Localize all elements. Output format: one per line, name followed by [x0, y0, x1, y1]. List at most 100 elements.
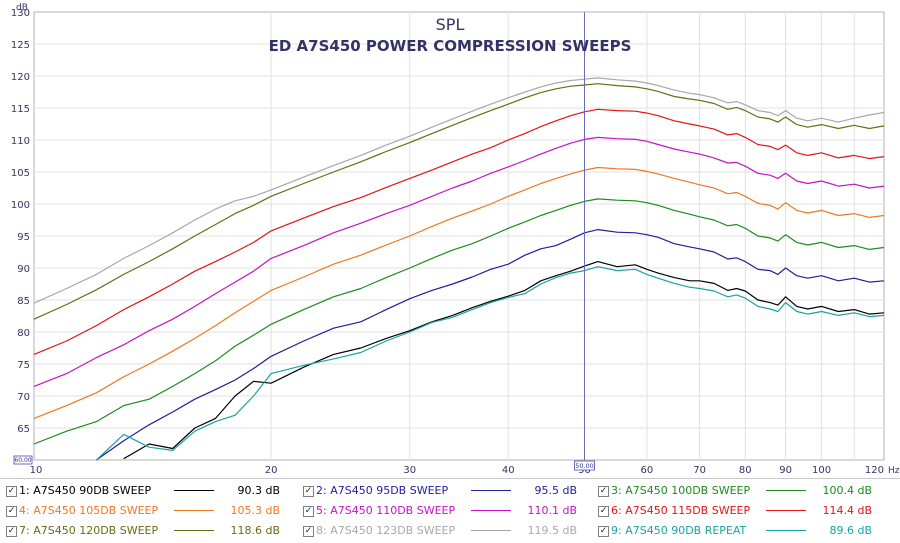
legend-item-7[interactable]: ✓ 7: A7S450 120DB SWEEP 118.6 dB [6, 521, 296, 541]
legend-series-name: A7S450 105DB SWEEP [33, 504, 159, 517]
y-tick-label: 95 [17, 232, 30, 243]
y-tick-label: 65 [17, 424, 30, 435]
legend-checkbox-9[interactable]: ✓ [598, 526, 609, 537]
y-tick-label: 125 [11, 40, 30, 51]
y-tick-label: 75 [17, 360, 30, 371]
legend-separator: : [26, 504, 34, 517]
legend-separator: : [26, 484, 34, 497]
series-line-7 [33, 83, 885, 320]
y-axis-unit-label: dB [16, 3, 28, 13]
legend-swatch [174, 510, 214, 511]
legend-checkbox-2[interactable]: ✓ [303, 486, 314, 497]
legend-name: 3: A7S450 100DB SWEEP [611, 481, 750, 501]
legend-value: 119.5 dB [527, 524, 577, 537]
legend-checkbox-7[interactable]: ✓ [6, 526, 17, 537]
x-axis-unit-label: Hz [888, 466, 900, 476]
legend-checkbox-5[interactable]: ✓ [303, 506, 314, 517]
x-tick-label: 40 [502, 465, 515, 476]
legend-checkbox-4[interactable]: ✓ [6, 506, 17, 517]
legend-separator: : [323, 504, 331, 517]
legend-index: 6 [611, 504, 618, 517]
legend-swatch [471, 530, 511, 531]
legend-name: 2: A7S450 95DB SWEEP [316, 481, 448, 501]
legend-item-3[interactable]: ✓ 3: A7S450 100DB SWEEP 100.4 dB [598, 481, 888, 501]
legend-value: 100.4 dB [822, 484, 872, 497]
y-tick-label: 105 [11, 168, 30, 179]
legend-series-name: A7S450 100DB SWEEP [625, 484, 751, 497]
legend-series-name: A7S450 120DB SWEEP [33, 524, 159, 537]
legend-separator: : [323, 484, 331, 497]
series-line-6 [33, 108, 885, 355]
legend-index: 7 [19, 524, 26, 537]
legend-item-2[interactable]: ✓ 2: A7S450 95DB SWEEP 95.5 dB [303, 481, 593, 501]
legend-item-6[interactable]: ✓ 6: A7S450 115DB SWEEP 114.4 dB [598, 501, 888, 521]
legend-swatch [471, 490, 511, 491]
legend-swatch [174, 530, 214, 531]
legend-value: 110.1 dB [527, 504, 577, 517]
x-tick-label: 70 [693, 465, 706, 476]
axes: 10 20 30 40 50 60 70 80 90 100 120 65 70 75 80 85 90 95 10… [11, 8, 884, 476]
legend-value: 95.5 dB [534, 484, 577, 497]
legend-separator: : [618, 524, 626, 537]
legend-swatch [766, 530, 806, 531]
legend-separator: : [618, 484, 626, 497]
chart-subtitle: ED A7S450 POWER COMPRESSION SWEEPS [269, 37, 632, 55]
x-tick-label: 90 [779, 465, 792, 476]
series-line-1 [123, 261, 885, 460]
x-tick-label: 30 [403, 465, 416, 476]
legend-name: 7: A7S450 120DB SWEEP [19, 521, 158, 541]
legend-item-8[interactable]: ✓ 8: A7S450 123DB SWEEP 119.5 dB [303, 521, 593, 541]
legend-name: 8: A7S450 123DB SWEEP [316, 521, 455, 541]
legend-index: 3 [611, 484, 618, 497]
legend-value: 118.6 dB [230, 524, 280, 537]
series-line-3 [33, 198, 885, 445]
x-tick-label: 100 [812, 465, 831, 476]
legend-checkbox-8[interactable]: ✓ [303, 526, 314, 537]
legend-index: 5 [316, 504, 323, 517]
y-tick-label: 85 [17, 296, 30, 307]
x-tick-label: 80 [739, 465, 752, 476]
cursor-x-flag [574, 460, 595, 471]
legend-value: 89.6 dB [829, 524, 872, 537]
legend-checkbox-3[interactable]: ✓ [598, 486, 609, 497]
cursor-y-label: 60.00 [14, 457, 31, 464]
legend-index: 8 [316, 524, 323, 537]
legend-item-1[interactable]: ✓ 1: A7S450 90DB SWEEP 90.3 dB [6, 481, 296, 501]
legend-value: 90.3 dB [237, 484, 280, 497]
legend-item-5[interactable]: ✓ 5: A7S450 110DB SWEEP 110.1 dB [303, 501, 593, 521]
x-tick-label: 20 [265, 465, 278, 476]
legend-item-9[interactable]: ✓ 9: A7S450 90DB REPEAT 89.6 dB [598, 521, 888, 541]
legend-separator: : [618, 504, 626, 517]
legend-name: 1: A7S450 90DB SWEEP [19, 481, 151, 501]
y-tick-label: 80 [17, 328, 30, 339]
legend-series-name: A7S450 90DB REPEAT [625, 524, 747, 537]
legend-name: 5: A7S450 110DB SWEEP [316, 501, 455, 521]
legend-series-name: A7S450 90DB SWEEP [33, 484, 152, 497]
legend-checkbox-6[interactable]: ✓ [598, 506, 609, 517]
y-tick-label: 110 [11, 136, 30, 147]
cursor-x-label: 50.00 [575, 462, 594, 470]
y-tick-label: 115 [11, 104, 30, 115]
legend-item-4[interactable]: ✓ 4: A7S450 105DB SWEEP 105.3 dB [6, 501, 296, 521]
legend-index: 1 [19, 484, 26, 497]
x-tick-label: 10 [30, 465, 43, 476]
grid [34, 12, 884, 460]
y-tick-label: 120 [11, 72, 30, 83]
y-tick-label: 100 [11, 200, 30, 211]
legend-index: 4 [19, 504, 26, 517]
legend-swatch [174, 490, 214, 491]
spl-chart[interactable]: 10 20 30 40 50 60 70 80 90 100 120 65 70 75 80 85 90 95 10… [0, 0, 900, 478]
legend-panel: ✓ 1: A7S450 90DB SWEEP 90.3 dB ✓ 2: A7S450 9… [0, 478, 900, 543]
cursor-y-flag [13, 455, 33, 465]
chart-title: SPL [436, 15, 465, 34]
legend-series-name: A7S450 115DB SWEEP [625, 504, 751, 517]
series-line-5 [33, 136, 885, 387]
x-tick-label: 60 [641, 465, 654, 476]
y-tick-label: 70 [17, 392, 30, 403]
legend-swatch [471, 510, 511, 511]
legend-checkbox-1[interactable]: ✓ [6, 486, 17, 497]
legend-separator: : [26, 524, 34, 537]
legend-series-name: A7S450 95DB SWEEP [330, 484, 449, 497]
x-tick-label: 120 [865, 465, 884, 476]
